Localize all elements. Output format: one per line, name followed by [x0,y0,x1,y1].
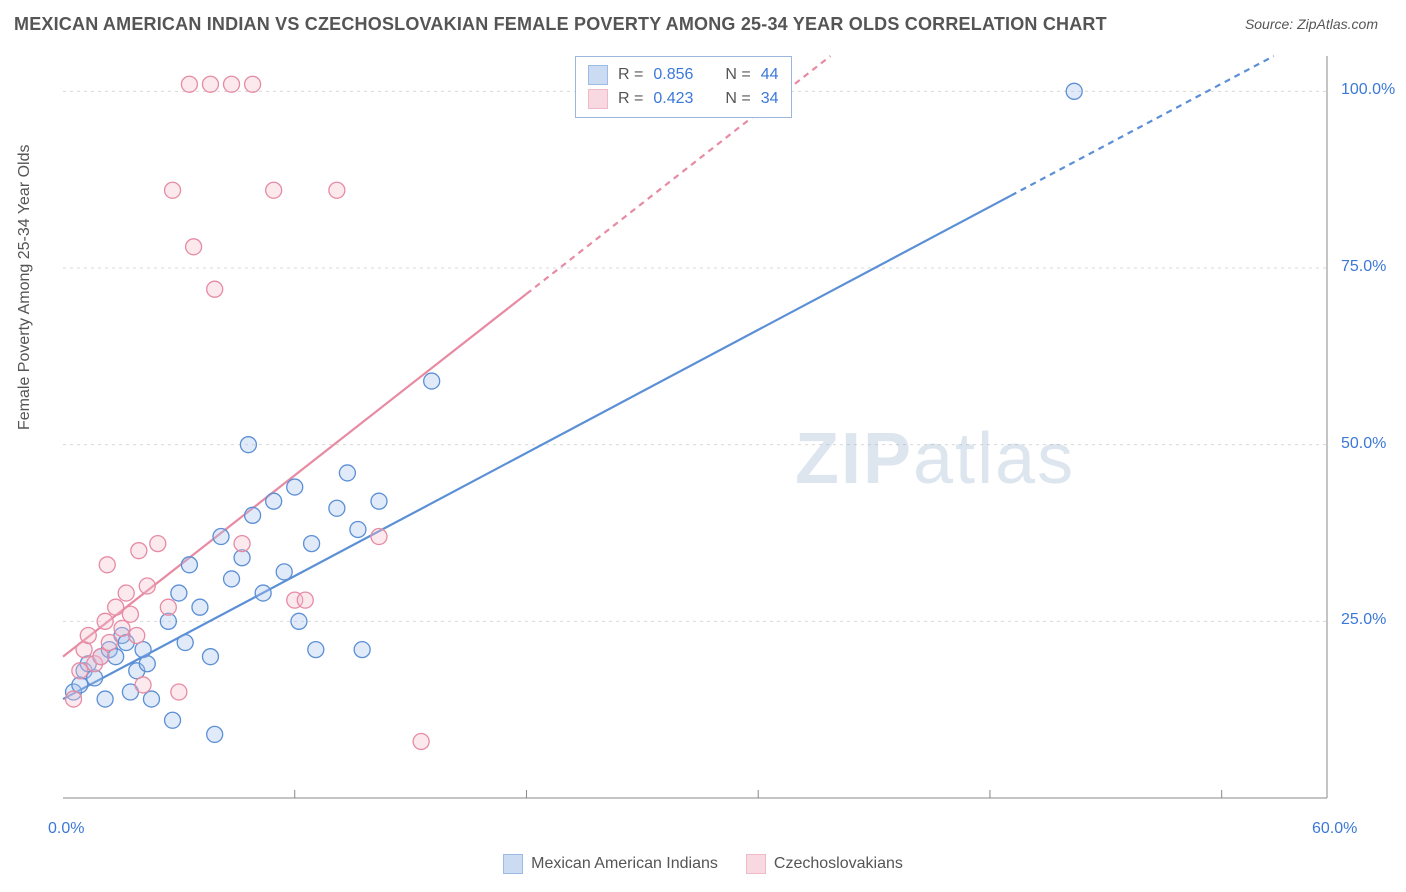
y-axis-label: Female Poverty Among 25-34 Year Olds [16,145,34,431]
chart-title: MEXICAN AMERICAN INDIAN VS CZECHOSLOVAKI… [14,14,1107,35]
scatter-plot-svg [55,48,1335,818]
source-attribution: Source: ZipAtlas.com [1245,16,1378,32]
legend-item: Mexican American Indians [503,854,718,874]
plot-area: ZIPatlas R =0.856N =44R =0.423N =34 [55,48,1335,818]
y-tick-label: 25.0% [1341,611,1386,629]
x-tick-label: 0.0% [48,820,84,838]
series-swatch [588,65,608,85]
correlation-stats-box: R =0.856N =44R =0.423N =34 [575,56,792,118]
y-tick-label: 100.0% [1341,81,1395,99]
legend-label: Czechoslovakians [774,855,903,873]
legend-swatch [746,854,766,874]
series-swatch [588,89,608,109]
y-tick-label: 75.0% [1341,258,1386,276]
chart-container: MEXICAN AMERICAN INDIAN VS CZECHOSLOVAKI… [0,0,1406,892]
series-legend: Mexican American Indians Czechoslovakians [0,854,1406,874]
x-tick-label: 60.0% [1312,820,1357,838]
stats-row: R =0.856N =44 [588,63,779,87]
stats-row: R =0.423N =34 [588,87,779,111]
legend-item: Czechoslovakians [746,854,903,874]
y-tick-label: 50.0% [1341,435,1386,453]
legend-label: Mexican American Indians [531,855,718,873]
legend-swatch [503,854,523,874]
